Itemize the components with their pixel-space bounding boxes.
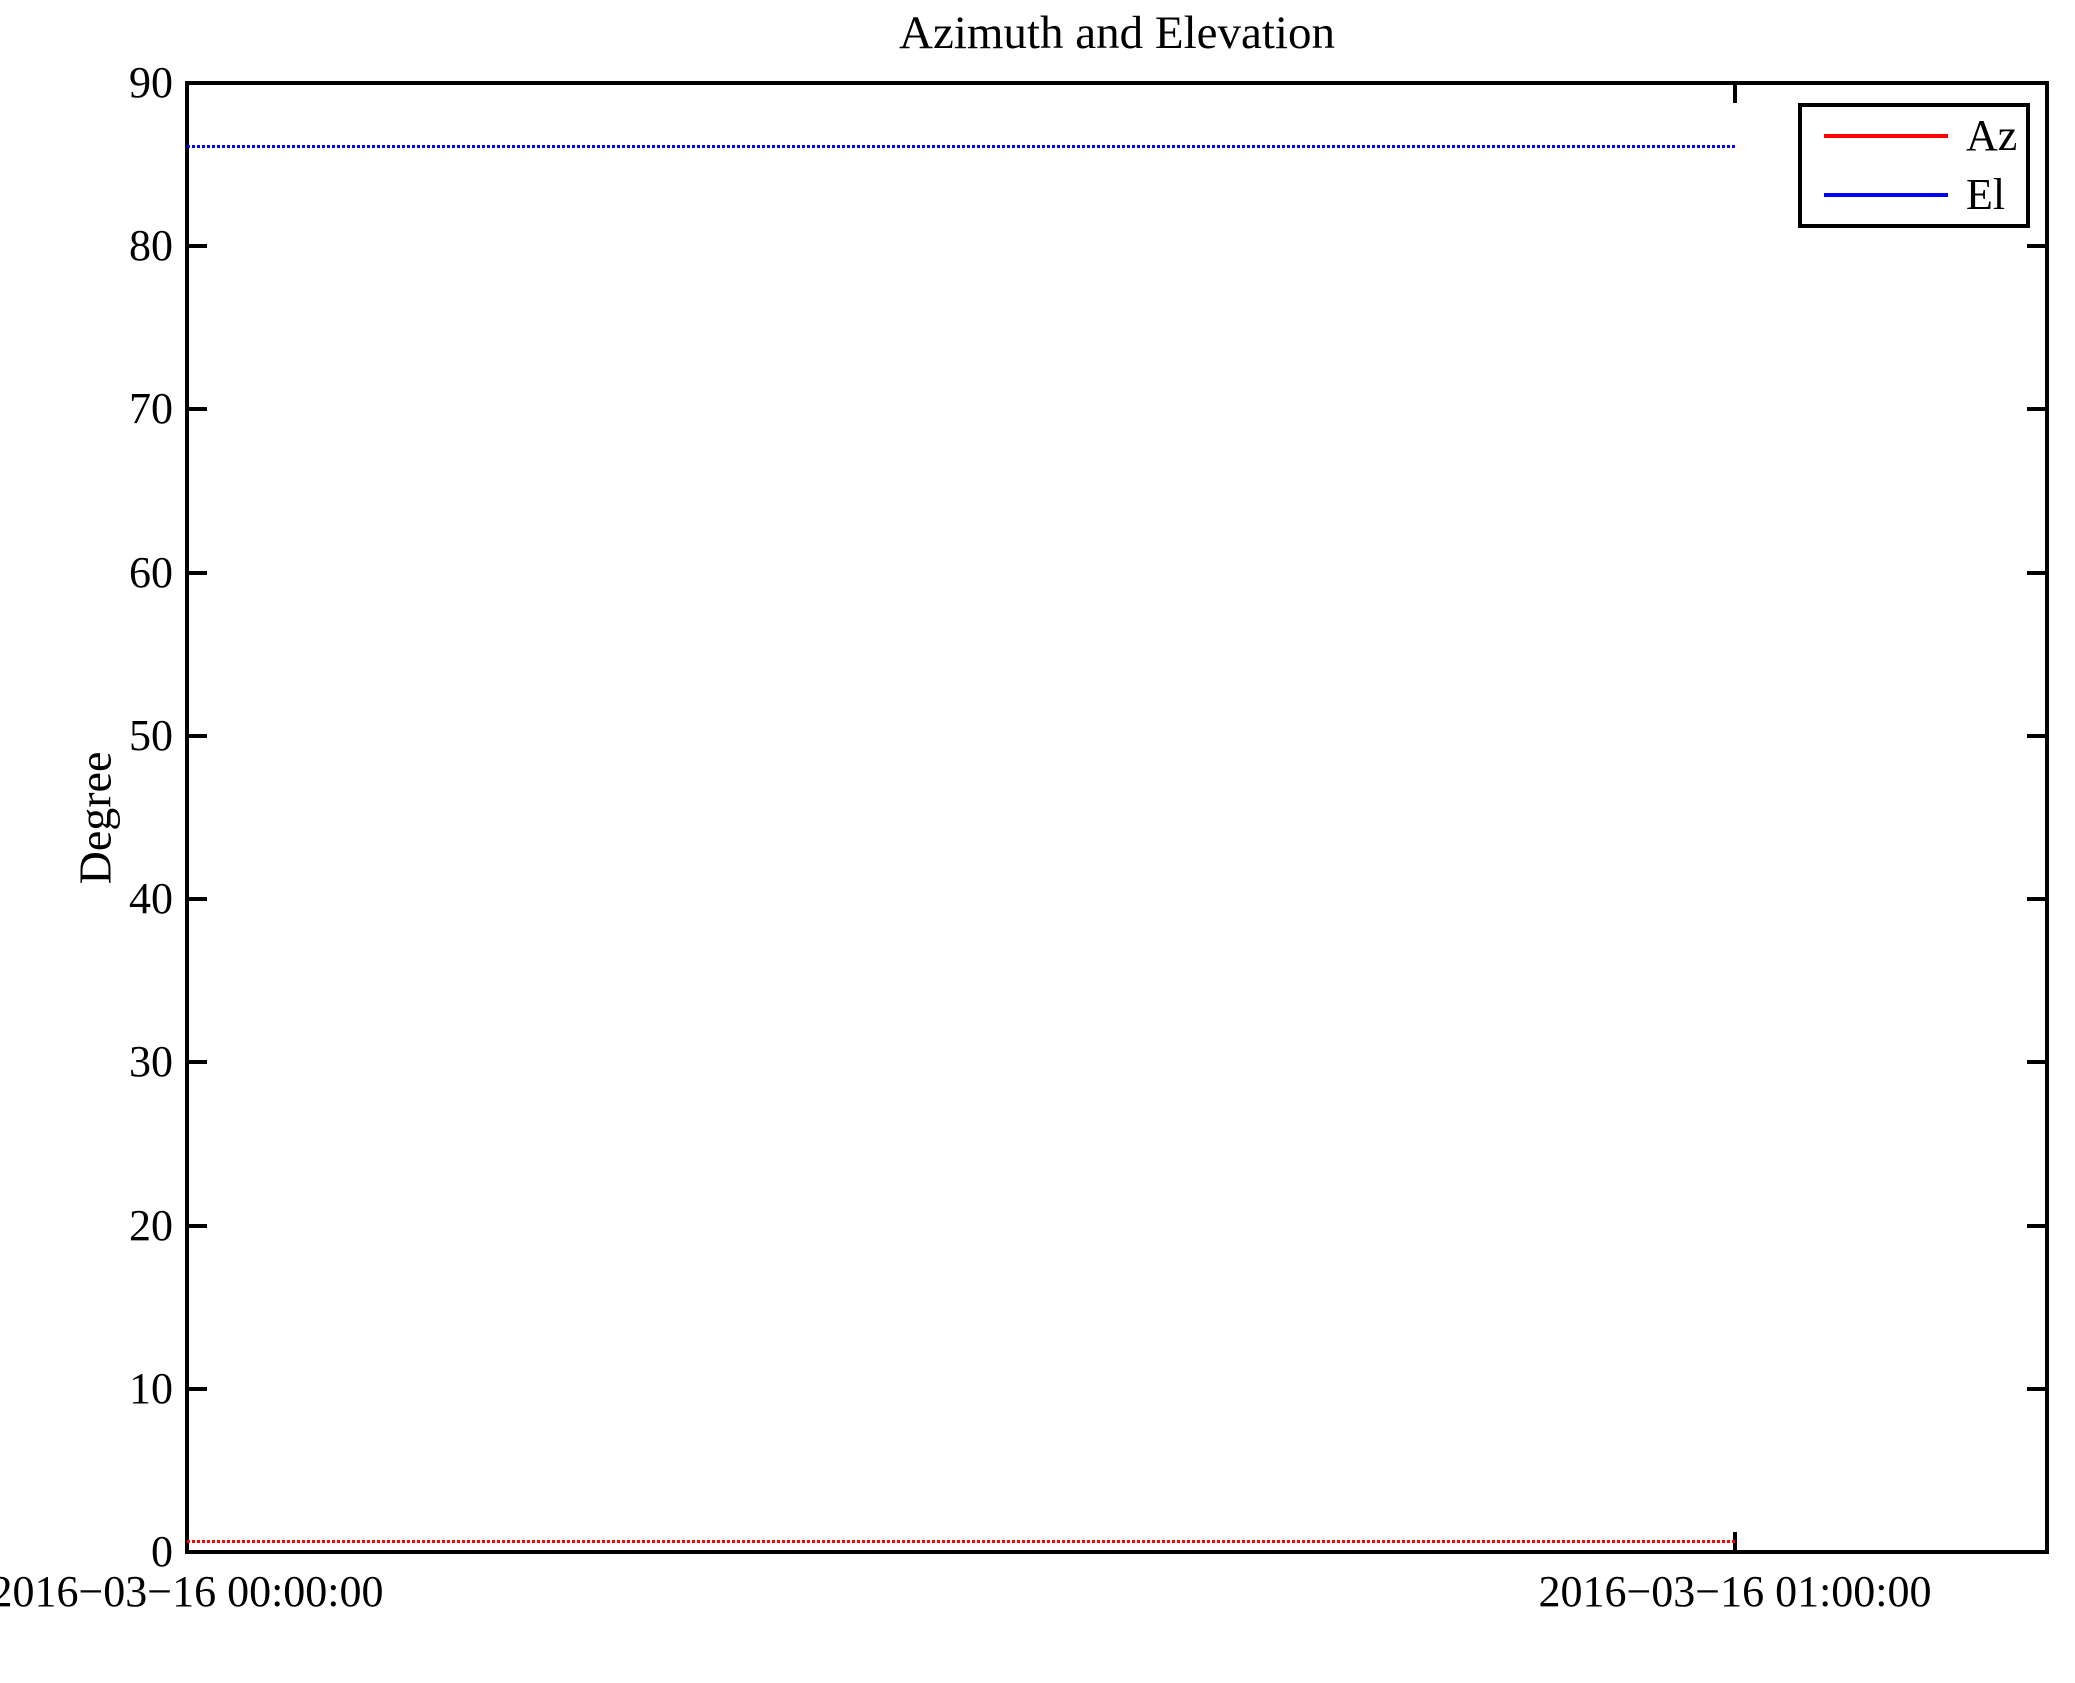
- y-tick-left: [187, 407, 207, 412]
- y-tick-left: [187, 897, 207, 902]
- y-tick-right: [2027, 81, 2047, 85]
- y-axis-label: Degree: [69, 751, 121, 885]
- x-tick-bottom: [1733, 1532, 1737, 1552]
- y-tick-left: [187, 1223, 207, 1228]
- y-tick-right: [2027, 570, 2047, 575]
- y-tick-label: 60: [129, 547, 173, 597]
- plot-area-box: [185, 81, 2049, 1554]
- y-tick-left: [187, 1550, 207, 1554]
- y-tick-right: [2027, 1223, 2047, 1228]
- y-tick-left: [187, 1060, 207, 1065]
- y-tick-left: [187, 570, 207, 575]
- y-tick-label: 0: [151, 1527, 173, 1576]
- series-line-el: [187, 145, 1735, 149]
- y-tick-right: [2027, 1060, 2047, 1065]
- chart-title: Azimuth and Elevation: [899, 7, 1335, 59]
- x-tick-top: [185, 83, 189, 103]
- legend-entry-el: El: [1824, 169, 2026, 219]
- y-tick-label: 20: [129, 1200, 173, 1250]
- legend-az-line-swatch: [1824, 134, 1948, 139]
- legend-el-label: El: [1966, 169, 2006, 219]
- y-tick-label: 90: [129, 58, 173, 107]
- y-tick-left: [187, 733, 207, 738]
- legend-el-line-swatch: [1824, 192, 1948, 197]
- y-tick-right: [2027, 1550, 2047, 1554]
- y-tick-label: 40: [129, 874, 173, 924]
- y-tick-right: [2027, 244, 2047, 249]
- y-tick-left: [187, 244, 207, 249]
- y-tick-label: 70: [129, 384, 173, 434]
- y-tick-right: [2027, 407, 2047, 412]
- y-tick-right: [2027, 897, 2047, 902]
- y-tick-label: 80: [129, 221, 173, 271]
- series-line-az: [187, 1539, 1735, 1543]
- y-tick-right: [2027, 733, 2047, 738]
- y-tick-left: [187, 81, 207, 85]
- legend-entry-az: Az: [1824, 114, 2026, 158]
- y-tick-left: [187, 1386, 207, 1391]
- legend-az-label: Az: [1966, 111, 2018, 161]
- legend: Az El: [1798, 103, 2030, 228]
- y-tick-label: 10: [129, 1363, 173, 1413]
- x-tick-top: [1733, 83, 1737, 103]
- y-tick-label: 30: [129, 1037, 173, 1087]
- x-tick-label: 2016−03−16 00:00:00: [0, 1567, 384, 1616]
- y-tick-right: [2027, 1386, 2047, 1391]
- y-tick-label: 50: [129, 710, 173, 760]
- x-tick-label: 2016−03−16 01:00:00: [1538, 1567, 1932, 1616]
